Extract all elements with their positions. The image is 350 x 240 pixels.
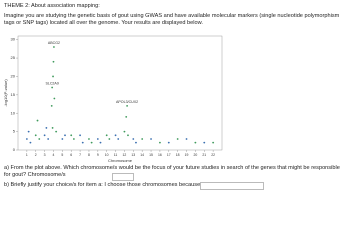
x-tick-label: 22 xyxy=(211,153,215,157)
snp-point xyxy=(51,86,54,89)
x-tick-label: 3 xyxy=(44,153,46,157)
snp-point xyxy=(36,119,39,122)
snp-point xyxy=(81,141,84,144)
snp-point xyxy=(88,138,90,140)
x-tick-label: 21 xyxy=(202,153,206,157)
answer-b-input[interactable] xyxy=(200,182,264,190)
snp-point xyxy=(176,138,179,140)
x-tick-label: 1 xyxy=(26,153,28,157)
snp-point xyxy=(61,138,64,140)
x-tick-label: 16 xyxy=(158,153,162,157)
snp-point xyxy=(47,138,50,140)
intro-text: Imagine you are studying the genetic bas… xyxy=(4,13,340,26)
snp-point xyxy=(125,116,128,118)
snp-point xyxy=(123,130,126,133)
gene-label: APOL3/CUX2 xyxy=(116,100,138,104)
question-a: a) From the plot above. Which chromosome… xyxy=(4,165,340,178)
y-axis-label: -log10(P-value) xyxy=(3,79,8,107)
snp-point xyxy=(127,134,129,137)
snp-point xyxy=(108,138,111,140)
snp-point xyxy=(70,134,73,137)
y-tick-label: 25 xyxy=(11,55,16,60)
snp-point xyxy=(52,60,55,63)
snp-point xyxy=(203,141,206,144)
y-tick-label: 0 xyxy=(13,147,16,152)
snp-point xyxy=(27,130,30,133)
snp-point xyxy=(52,75,54,78)
gene-label: SLC2A9 xyxy=(45,81,58,85)
x-tick-label: 14 xyxy=(140,153,144,157)
snp-point xyxy=(105,134,108,137)
snp-point xyxy=(72,138,75,140)
snp-point xyxy=(99,141,102,144)
y-tick-label: 15 xyxy=(11,92,16,97)
x-tick-label: 13 xyxy=(131,153,135,157)
x-axis-label: Chromosome xyxy=(108,158,133,163)
plot-frame xyxy=(17,35,223,151)
x-tick-label: 7 xyxy=(79,153,81,157)
y-tick-label: 20 xyxy=(11,74,16,79)
snp-point xyxy=(25,138,28,140)
x-tick-label: 9 xyxy=(97,153,99,157)
snp-point xyxy=(126,104,128,107)
snp-point xyxy=(117,138,120,140)
x-tick-label: 18 xyxy=(176,153,180,157)
x-tick-label: 15 xyxy=(149,153,153,157)
snp-point xyxy=(43,134,46,137)
answer-a-input[interactable] xyxy=(112,173,134,181)
snp-point xyxy=(79,134,81,137)
snp-point xyxy=(90,141,93,144)
snp-point xyxy=(150,138,152,140)
x-tick-label: 20 xyxy=(194,153,198,157)
x-tick-label: 10 xyxy=(105,153,109,157)
snp-point xyxy=(96,138,99,140)
snp-point xyxy=(185,138,188,140)
snp-point xyxy=(53,97,56,100)
x-tick-label: 6 xyxy=(70,153,72,157)
snp-point xyxy=(132,138,135,140)
snp-point xyxy=(114,134,117,137)
snp-point xyxy=(167,141,170,144)
snp-point xyxy=(53,46,55,48)
snp-point xyxy=(159,141,161,144)
snp-point xyxy=(38,138,41,140)
snp-point xyxy=(212,141,215,144)
x-tick-label: 19 xyxy=(185,153,189,157)
x-tick-label: 17 xyxy=(167,153,171,157)
x-tick-label: 5 xyxy=(61,153,63,157)
snp-point xyxy=(51,127,54,129)
snp-point xyxy=(45,127,48,129)
question-b: b) Briefly justify your choice/s for ite… xyxy=(4,182,201,188)
snp-point xyxy=(194,141,197,144)
gene-label: ABCG2 xyxy=(48,41,60,45)
x-tick-label: 8 xyxy=(88,153,90,157)
theme-heading: THEME 2: About association mapping: xyxy=(4,3,100,9)
x-tick-label: 11 xyxy=(114,153,118,157)
snp-point xyxy=(64,134,66,137)
snp-point xyxy=(34,134,37,137)
snp-point xyxy=(135,141,137,144)
snp-point xyxy=(55,130,58,133)
snp-point xyxy=(141,138,144,140)
y-tick-label: 5 xyxy=(13,129,16,134)
snp-point xyxy=(29,141,32,144)
y-tick-label: 30 xyxy=(11,37,16,42)
snp-point xyxy=(50,104,53,107)
x-tick-label: 4 xyxy=(53,153,55,157)
y-tick-label: 10 xyxy=(11,110,16,115)
x-tick-label: 12 xyxy=(123,153,127,157)
page: THEME 2: About association mapping: Imag… xyxy=(3,3,340,190)
x-tick-label: 2 xyxy=(35,153,37,157)
